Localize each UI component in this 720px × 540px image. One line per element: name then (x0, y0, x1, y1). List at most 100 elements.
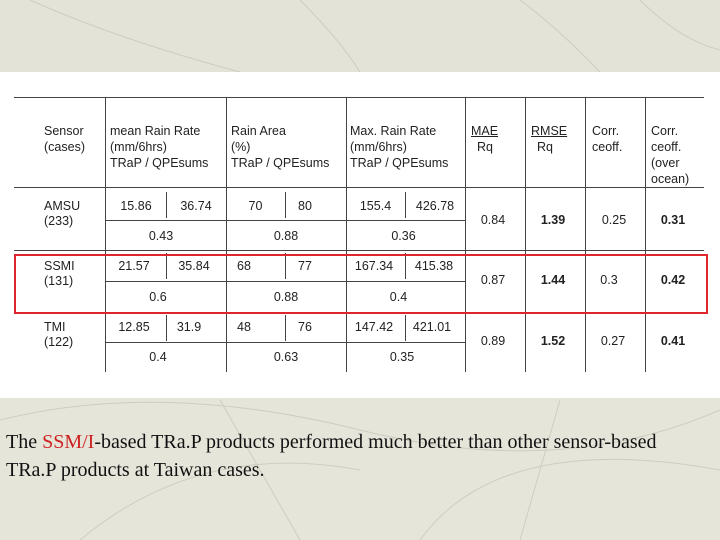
corr-ocean-value: 0.41 (660, 334, 686, 348)
col-rule (346, 97, 347, 372)
row-split-rule (105, 342, 465, 343)
row-rule (14, 250, 704, 251)
sensor-name: AMSU (44, 199, 81, 213)
pair-rule (405, 192, 406, 218)
mean-corr: 0.43 (148, 229, 174, 243)
max-trap: 147.42 (354, 320, 394, 334)
caption-lead: The (6, 431, 43, 453)
col-rule (645, 97, 646, 372)
row-split-rule (105, 220, 465, 221)
sensor-cases: (131) (44, 274, 74, 288)
area-corr: 0.88 (273, 290, 299, 304)
max-qpe: 415.38 (414, 259, 454, 273)
corr-value: 0.25 (601, 213, 627, 227)
area-trap: 70 (248, 199, 263, 213)
area-trap: 48 (237, 320, 251, 334)
table-top-rule (14, 97, 704, 98)
header-max-rain: Max. Rain Rate (mm/6hrs) TRaP / QPEsums (350, 123, 448, 171)
ssmi-highlight-box (14, 254, 708, 314)
sensor-name: SSMI (44, 259, 75, 273)
header-rain-area-unit: (%) (231, 140, 251, 154)
mean-trap: 21.57 (118, 259, 150, 273)
area-corr: 0.63 (273, 350, 299, 364)
mae-value: 0.87 (480, 273, 506, 287)
max-qpe: 426.78 (415, 199, 455, 213)
mean-trap: 15.86 (120, 199, 152, 213)
sensor-cases: (233) (44, 214, 74, 228)
pair-rule (285, 192, 286, 218)
caption-rest: -based TRa.P products performed much bet… (6, 431, 657, 481)
area-qpe: 77 (298, 259, 312, 273)
caption-highlight: SSM/I (42, 431, 95, 453)
header-mean-rain-pair: TRaP / QPEsums (110, 156, 209, 170)
header-rmse-label: RMSE (531, 124, 568, 138)
header-corr: Corr. ceoff. (592, 123, 622, 155)
mean-qpe: 31.9 (176, 320, 202, 334)
header-rule (14, 187, 704, 188)
header-mean-rain: mean Rain Rate (mm/6hrs) TRaP / QPEsums (110, 123, 208, 171)
header-mae: MAE Rq (471, 123, 498, 155)
header-corr-ocean-note2: ocean) (651, 172, 690, 186)
pair-rule (166, 253, 167, 279)
area-trap: 68 (237, 259, 251, 273)
rmse-value: 1.52 (540, 334, 566, 348)
mean-corr: 0.4 (149, 350, 167, 364)
area-qpe: 76 (298, 320, 312, 334)
header-sensor-sub: (cases) (44, 140, 85, 154)
corr-ocean-value: 0.31 (660, 213, 686, 227)
table-image-area (0, 72, 720, 398)
header-corr-ocean-label: Corr. (651, 124, 679, 138)
pair-rule (285, 315, 286, 341)
header-corr-sub: ceoff. (592, 140, 623, 154)
header-mae-sub: Rq (477, 140, 493, 154)
max-corr: 0.36 (391, 229, 416, 243)
col-rule (105, 97, 106, 372)
max-corr: 0.35 (389, 350, 415, 364)
header-sensor: Sensor (cases) (44, 123, 85, 155)
max-corr: 0.4 (389, 290, 408, 304)
header-rmse-sub: Rq (537, 140, 553, 154)
corr-value: 0.27 (600, 334, 626, 348)
header-sensor-label: Sensor (44, 124, 84, 138)
max-trap: 155.4 (359, 199, 392, 213)
slide-background-top (0, 0, 720, 72)
sensor-cases: (122) (44, 335, 74, 349)
header-rain-area: Rain Area (%) TRaP / QPEsums (231, 123, 329, 171)
slide-background-bottom (0, 398, 720, 540)
slide-caption: The SSM/I-based TRa.P products performed… (6, 428, 706, 484)
rmse-value: 1.44 (540, 273, 566, 287)
header-corr-label: Corr. (592, 124, 620, 138)
header-max-rain-unit: (mm/6hrs) (350, 140, 407, 154)
col-rule (525, 97, 526, 372)
header-max-rain-pair: TRaP / QPEsums (350, 156, 449, 170)
mean-corr: 0.6 (149, 290, 167, 304)
mae-value: 0.89 (480, 334, 506, 348)
header-mean-rain-label: mean Rain Rate (110, 124, 201, 138)
area-corr: 0.88 (273, 229, 299, 243)
pair-rule (166, 315, 167, 341)
header-corr-ocean-note: (over (651, 156, 680, 170)
header-corr-ocean: Corr. ceoff. (over ocean) (651, 123, 689, 187)
corr-value: 0.3 (600, 273, 618, 287)
mae-value: 0.84 (480, 213, 506, 227)
pair-rule (405, 253, 406, 279)
mean-qpe: 36.74 (180, 199, 212, 213)
col-rule (226, 97, 227, 372)
header-mean-rain-unit: (mm/6hrs) (110, 140, 167, 154)
max-qpe: 421.01 (412, 320, 452, 334)
max-trap: 167.34 (354, 259, 394, 273)
header-corr-ocean-sub: ceoff. (651, 140, 682, 154)
col-rule (465, 97, 466, 372)
header-mae-label: MAE (471, 124, 499, 138)
area-qpe: 80 (298, 199, 312, 213)
pair-rule (405, 315, 406, 341)
sensor-name: TMI (44, 320, 66, 334)
col-rule (585, 97, 586, 372)
pair-rule (285, 253, 286, 279)
pair-rule (166, 192, 167, 218)
mean-qpe: 35.84 (178, 259, 210, 273)
mean-trap: 12.85 (118, 320, 150, 334)
header-max-rain-label: Max. Rain Rate (350, 124, 437, 138)
